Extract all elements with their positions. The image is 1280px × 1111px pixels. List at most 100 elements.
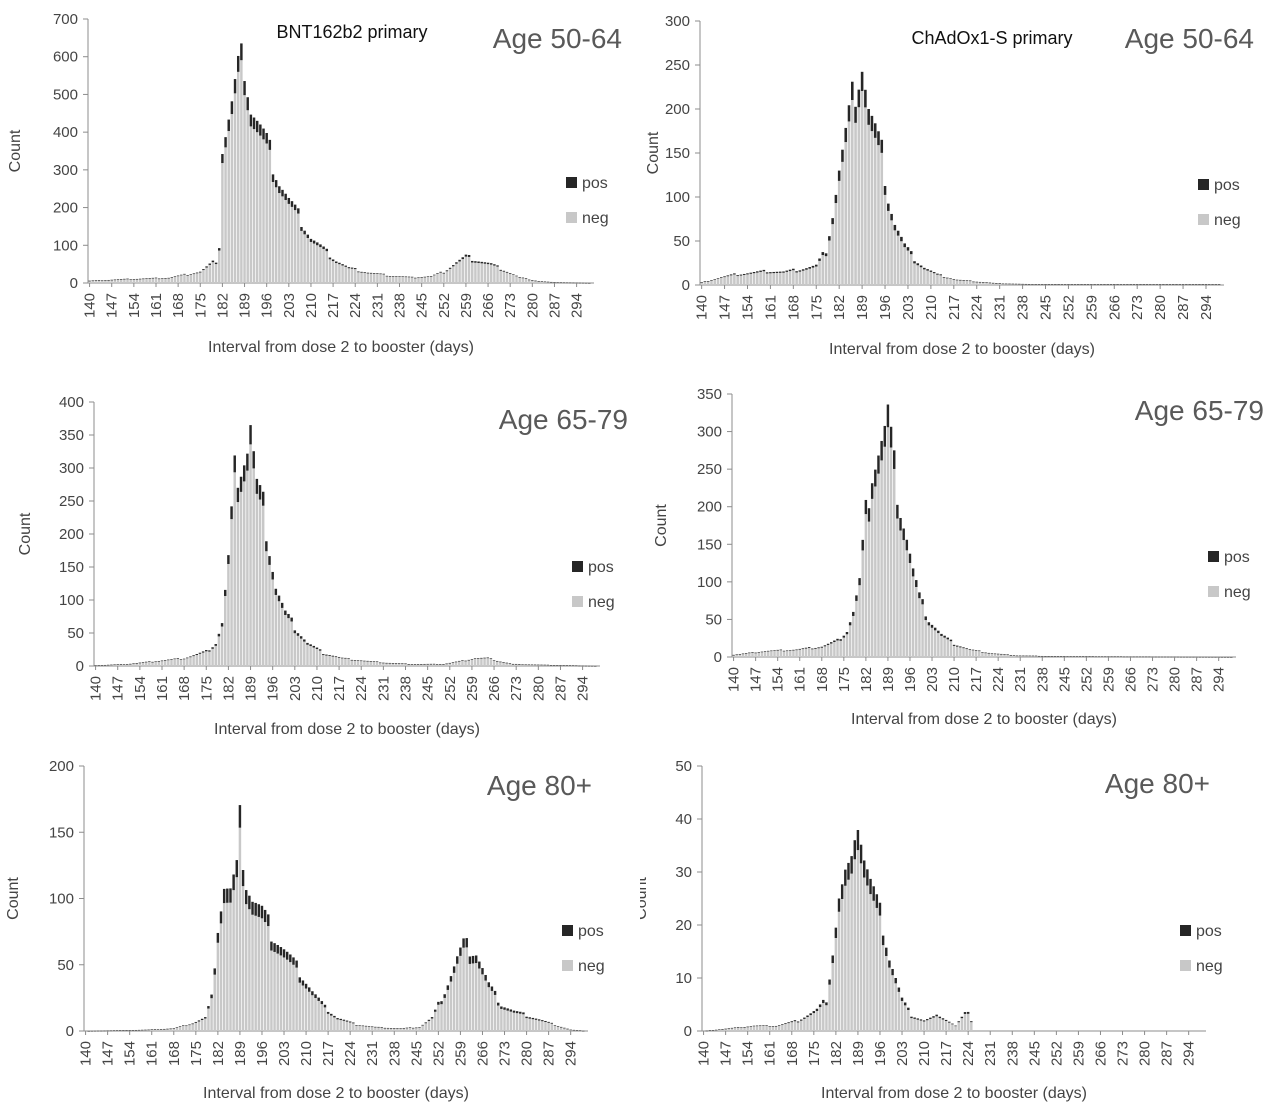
- bar-pos: [1101, 656, 1103, 657]
- bar-neg: [557, 1027, 559, 1031]
- bar-pos: [832, 955, 834, 963]
- bar-pos: [763, 270, 766, 271]
- bar-neg: [506, 1011, 508, 1031]
- bar-pos: [547, 1022, 549, 1023]
- bar-pos: [953, 279, 956, 280]
- bar-pos: [284, 194, 286, 200]
- x-tick-label: 294: [563, 1041, 580, 1066]
- bar-pos: [474, 658, 476, 659]
- bar-neg: [367, 273, 369, 283]
- bar-neg: [148, 662, 150, 666]
- bar-pos: [1107, 656, 1109, 657]
- bar-pos: [594, 666, 596, 667]
- bar-neg: [142, 279, 144, 283]
- bar-pos: [766, 272, 769, 273]
- bar-neg: [449, 663, 451, 666]
- bar-pos: [775, 1026, 777, 1027]
- bar-neg: [183, 275, 185, 283]
- bar-pos: [943, 636, 945, 638]
- bar-pos: [1008, 284, 1011, 285]
- bar-pos: [210, 995, 212, 999]
- bar-pos: [265, 541, 267, 551]
- bar-pos: [262, 492, 264, 506]
- bar-neg: [408, 277, 410, 283]
- bar-neg: [220, 923, 222, 1031]
- bar-pos: [1114, 656, 1116, 657]
- bar-pos: [808, 267, 811, 269]
- bar-pos: [782, 271, 785, 272]
- bar-pos: [731, 1028, 733, 1029]
- x-tick-label: 259: [458, 293, 475, 318]
- bar-pos: [534, 665, 536, 666]
- bar-neg: [321, 1004, 323, 1031]
- bar-pos: [478, 962, 480, 969]
- bar-neg: [352, 1023, 354, 1031]
- bar-pos: [1202, 657, 1204, 658]
- bar-pos: [825, 1002, 827, 1005]
- bar-pos: [551, 1023, 553, 1024]
- bar-neg: [205, 651, 207, 666]
- bar-neg: [739, 654, 741, 657]
- x-axis-title: Interval from dose 2 to booster (days): [851, 711, 1117, 728]
- bar-neg: [354, 269, 356, 283]
- x-tick-label: 266: [1092, 1041, 1109, 1066]
- x-tick-label: 280: [530, 676, 547, 701]
- x-tick-label: 266: [1122, 667, 1139, 692]
- bar-neg: [452, 266, 454, 283]
- bar-pos: [890, 427, 892, 448]
- bar-pos: [1106, 284, 1109, 285]
- bar-neg: [190, 275, 192, 283]
- bar-pos: [338, 263, 340, 264]
- legend-label-neg: neg: [588, 594, 615, 611]
- bar-neg: [835, 203, 838, 285]
- y-tick-label: 400: [59, 394, 84, 411]
- bar-pos: [171, 277, 173, 278]
- bar-neg: [855, 601, 857, 657]
- bar-neg: [816, 1011, 818, 1031]
- bar-pos: [894, 225, 897, 230]
- bar-neg: [436, 274, 438, 283]
- bar-pos: [1139, 284, 1142, 285]
- bar-neg: [427, 277, 429, 283]
- bar-pos: [706, 1031, 708, 1032]
- bar-pos: [113, 1030, 115, 1031]
- bar-pos: [1091, 656, 1093, 657]
- bar-neg: [195, 1023, 197, 1031]
- bar-neg: [421, 1025, 423, 1031]
- bar-neg: [462, 948, 464, 1031]
- x-tick-label: 168: [166, 1041, 183, 1066]
- bar-pos: [1164, 657, 1166, 658]
- bar-pos: [240, 43, 242, 60]
- bar-pos: [268, 556, 270, 565]
- bar-neg: [936, 275, 939, 285]
- bar-neg: [393, 1028, 395, 1031]
- bar-pos: [259, 485, 261, 499]
- bar-pos: [591, 666, 593, 667]
- bar-pos: [566, 665, 568, 666]
- bar-pos: [1064, 284, 1067, 285]
- bar-pos: [1152, 284, 1155, 285]
- bar-pos: [355, 1025, 357, 1026]
- x-tick-label: 175: [198, 676, 215, 701]
- bar-pos: [502, 662, 504, 663]
- bar-pos: [236, 860, 238, 877]
- bar-neg: [778, 1026, 780, 1031]
- bar-neg: [355, 1026, 357, 1031]
- bar-neg: [868, 522, 870, 657]
- bar-neg: [925, 620, 927, 657]
- bar-neg: [396, 1028, 398, 1031]
- bar-pos: [245, 890, 247, 904]
- bar-neg: [940, 636, 942, 657]
- bar-pos: [1084, 284, 1087, 285]
- bar-neg: [945, 1021, 947, 1031]
- bar-neg: [333, 1017, 335, 1031]
- bar-neg: [170, 660, 172, 666]
- bar-neg: [317, 1001, 319, 1031]
- bar-pos: [572, 665, 574, 666]
- bar-pos: [447, 985, 449, 990]
- bar-pos: [365, 1026, 367, 1027]
- bar-neg: [503, 272, 505, 283]
- bar-pos: [769, 272, 772, 273]
- bar-pos: [306, 643, 308, 645]
- bar-pos: [560, 1027, 562, 1028]
